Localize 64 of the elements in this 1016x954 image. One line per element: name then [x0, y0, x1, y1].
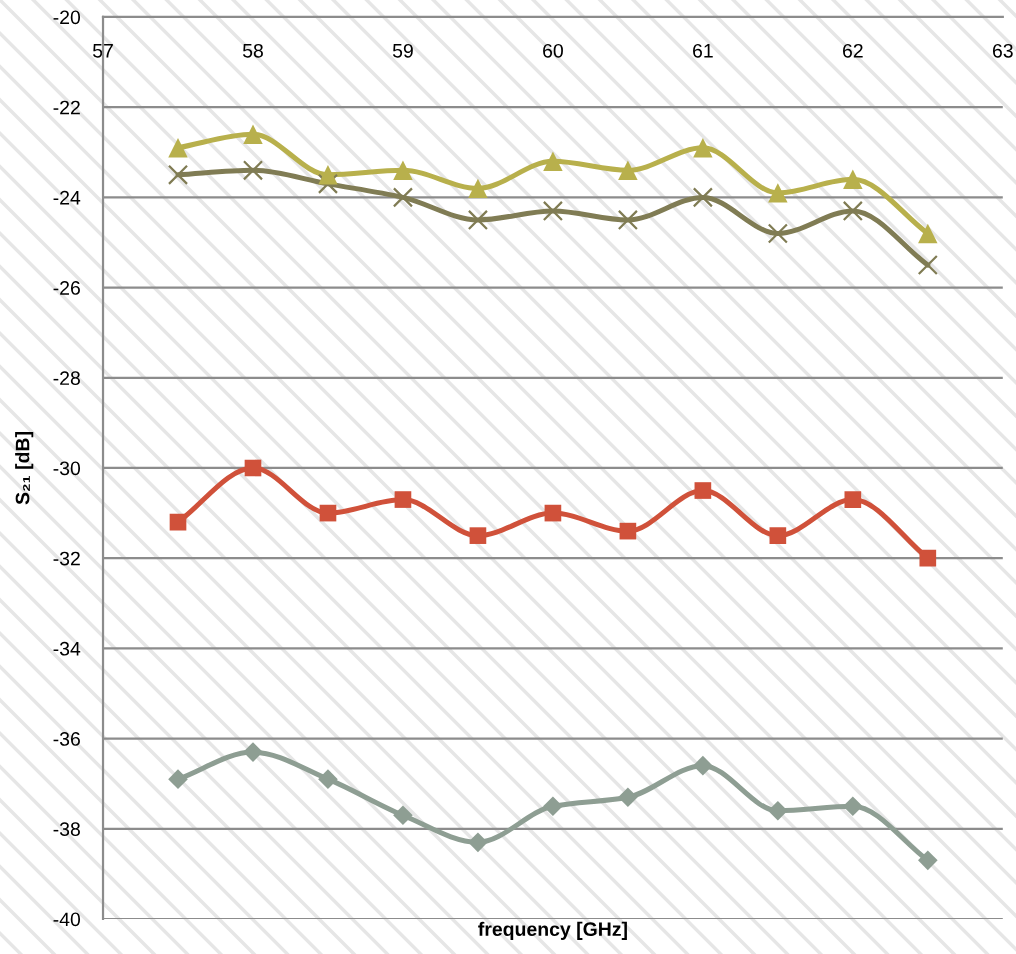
point: [468, 178, 488, 199]
y-tick-label: -40: [53, 912, 81, 927]
x-tick-label: 57: [92, 44, 113, 58]
point: [768, 183, 788, 203]
point: [694, 482, 712, 499]
point: [767, 223, 788, 244]
point: [619, 522, 637, 540]
point: [844, 491, 862, 508]
point: [319, 504, 337, 522]
x-tick-label: 58: [242, 43, 263, 58]
point: [542, 200, 564, 222]
point: [167, 164, 189, 185]
x-tick-label: 60: [543, 43, 563, 58]
y-tick-label: -22: [53, 100, 80, 115]
point: [543, 796, 563, 817]
point: [768, 800, 788, 821]
point: [393, 160, 413, 181]
point: [467, 209, 489, 231]
point: [243, 742, 263, 762]
point: [317, 173, 339, 194]
x-axis-title: frequency [GHz]: [478, 921, 627, 940]
y-tick-label: -32: [53, 551, 80, 566]
point: [469, 527, 487, 544]
point: [393, 805, 413, 826]
point: [693, 755, 713, 776]
point: [243, 124, 263, 144]
point: [318, 769, 338, 789]
y-tick-label: -38: [53, 822, 80, 837]
point: [618, 787, 638, 808]
point: [544, 504, 562, 522]
point: [917, 254, 938, 276]
y-tick-label: -36: [53, 732, 80, 746]
point: [843, 796, 863, 817]
point: [169, 513, 187, 531]
point: [617, 209, 639, 231]
point: [917, 850, 938, 871]
point: [168, 138, 188, 158]
y-tick-label: -20: [53, 10, 81, 25]
point: [842, 200, 863, 222]
point: [769, 527, 787, 544]
point: [918, 223, 938, 244]
point: [168, 769, 188, 789]
y-tick-label: -26: [53, 281, 80, 295]
y-tick-label: -28: [53, 371, 80, 386]
point: [693, 138, 713, 158]
point: [468, 832, 488, 853]
point: [318, 165, 338, 185]
y-tick-label: -34: [53, 641, 81, 656]
point: [543, 151, 563, 172]
point: [244, 459, 262, 477]
point: [919, 549, 937, 567]
x-tick-label: 63: [992, 43, 1013, 58]
point: [394, 491, 412, 508]
y-axis-title: S₂₁ [dB]: [15, 432, 34, 505]
point: [692, 187, 714, 208]
y-tick-label: -30: [53, 461, 81, 476]
x-tick-label: 62: [843, 43, 863, 58]
point: [618, 160, 638, 181]
y-tick-label: -24: [53, 190, 81, 205]
point: [392, 187, 414, 208]
x-tick-label: 61: [693, 43, 713, 58]
point: [843, 169, 863, 190]
x-tick-label: 59: [392, 43, 413, 58]
point: [242, 160, 264, 181]
